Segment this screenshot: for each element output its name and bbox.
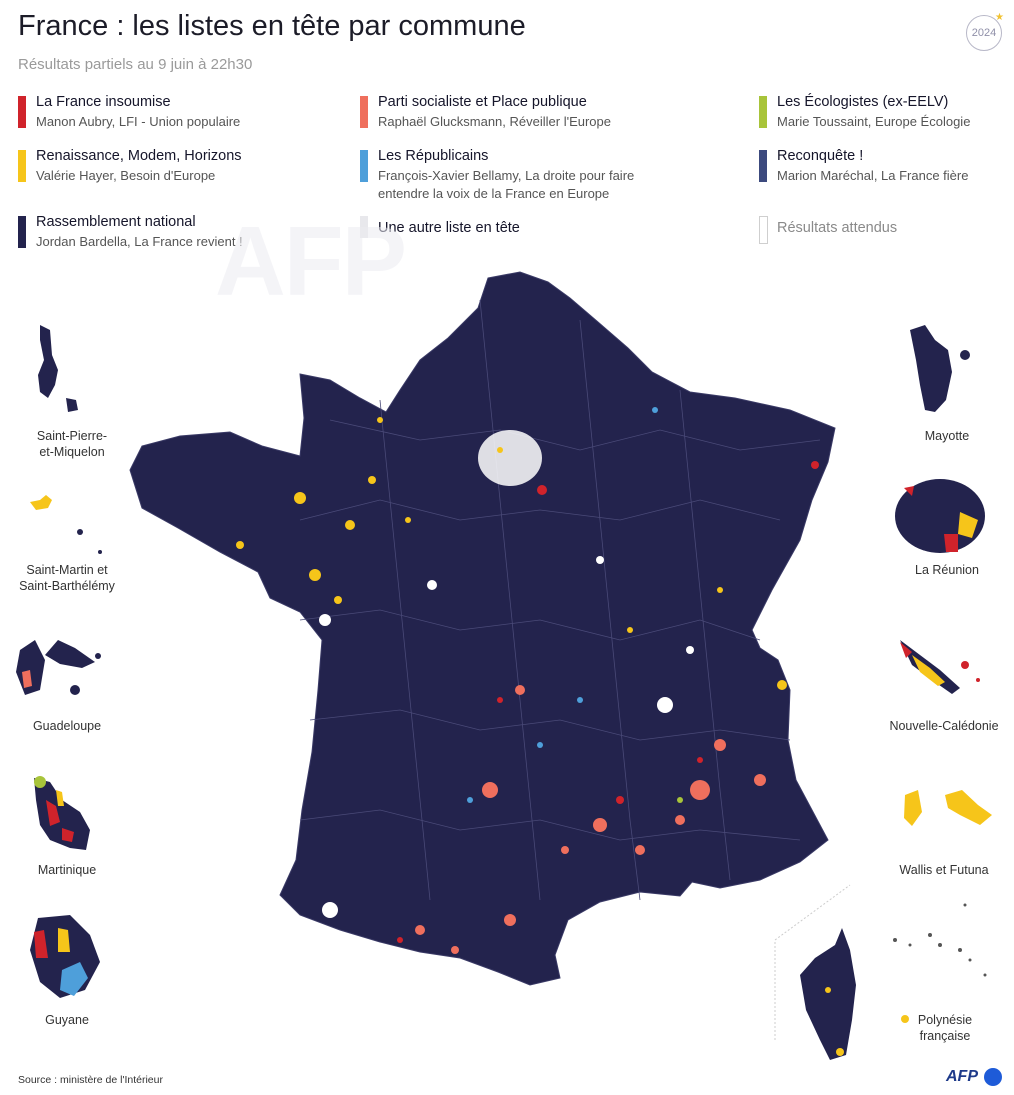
territory-reunion	[895, 479, 985, 553]
legend-name: Les Écologistes (ex-EELV)	[777, 94, 949, 110]
label-guyane: Guyane	[12, 1012, 122, 1028]
afp-logo-dot	[984, 1068, 1002, 1086]
label-guadeloupe-text: Guadeloupe	[32, 719, 102, 733]
legend-swatch	[360, 96, 368, 128]
territory-wallis	[904, 790, 992, 826]
legend-name: Rassemblement national	[36, 214, 196, 230]
territory-spm	[38, 325, 78, 412]
year-badge: 2024	[966, 15, 1002, 51]
label-wallis-text: Wallis et Futuna	[899, 863, 989, 877]
label-guyane-text: Guyane	[45, 1013, 89, 1027]
label-polynesie: Polynésie française	[900, 1012, 990, 1044]
legend-candidate: François-Xavier Bellamy, La droite pour …	[378, 168, 635, 183]
source-note: Source : ministère de l'Intérieur	[18, 1074, 163, 1086]
legend-name: Les Républicains	[378, 148, 489, 164]
territory-polynesie	[893, 903, 987, 1023]
territory-guadeloupe	[16, 640, 101, 695]
legend-swatch	[18, 216, 26, 248]
legend-candidate: Jordan Bardella, La France revient !	[36, 234, 243, 249]
territory-martinique	[34, 776, 90, 850]
legend-swatch	[18, 96, 26, 128]
territory-ncal	[900, 640, 980, 694]
map-title: France : les listes en tête par commune	[18, 10, 526, 42]
legend-candidate: Marie Toussaint, Europe Écologie	[777, 114, 971, 129]
territory-guyane	[30, 915, 100, 998]
label-spm: Saint-Pierre- et-Miquelon	[22, 428, 122, 460]
label-spm-text: Saint-Pierre- et-Miquelon	[36, 429, 108, 459]
department-borders	[299, 299, 821, 901]
legend-swatch	[18, 150, 26, 182]
afp-logo: AFP	[946, 1068, 978, 1085]
label-smsb: Saint-Martin et Saint-Barthélémy	[12, 562, 122, 594]
legend-candidate: Marion Maréchal, La France fière	[777, 168, 969, 183]
label-ncal: Nouvelle-Calédonie	[882, 718, 1006, 734]
afp-watermark: AFP	[215, 206, 407, 316]
legend-swatch	[360, 150, 368, 182]
corsica	[800, 928, 856, 1060]
legend-candidate: Raphaël Glucksmann, Réveiller l'Europe	[378, 114, 611, 129]
label-wallis: Wallis et Futuna	[886, 862, 1002, 878]
label-reunion-text: La Réunion	[915, 563, 979, 577]
label-mayotte-text: Mayotte	[924, 429, 970, 443]
label-martinique: Martinique	[12, 862, 122, 878]
legend-swatch	[759, 216, 768, 244]
legend-name: La France insoumise	[36, 94, 171, 110]
commune-results	[236, 407, 819, 954]
legend-name: Parti socialiste et Place publique	[378, 94, 587, 110]
label-ncal-text: Nouvelle-Calédonie	[889, 719, 999, 733]
label-guadeloupe: Guadeloupe	[12, 718, 122, 734]
legend-candidate: Manon Aubry, LFI - Union populaire	[36, 114, 241, 129]
label-mayotte: Mayotte	[892, 428, 1002, 444]
legend-swatch	[759, 96, 767, 128]
star-icon: ★	[995, 12, 1004, 23]
territory-smsb	[30, 495, 102, 554]
legend-name: Reconquête !	[777, 148, 864, 164]
legend-name: Renaissance, Modem, Horizons	[36, 148, 242, 164]
legend-swatch	[360, 216, 368, 238]
label-martinique-text: Martinique	[37, 863, 97, 877]
legend-name: Une autre liste en tête	[378, 220, 520, 236]
label-smsb-text: Saint-Martin et Saint-Barthélémy	[19, 563, 115, 593]
label-reunion: La Réunion	[892, 562, 1002, 578]
map-subtitle: Résultats partiels au 9 juin à 22h30	[18, 56, 253, 73]
legend-candidate-line2: entendre la voix de la France en Europe	[378, 186, 610, 201]
mainland-france	[129, 271, 836, 986]
paris-pending-area	[478, 430, 542, 486]
legend-name: Résultats attendus	[777, 220, 898, 236]
territory-mayotte	[910, 325, 970, 412]
label-polynesie-text: Polynésie française	[917, 1013, 973, 1043]
legend-swatch	[759, 150, 767, 182]
legend-candidate: Valérie Hayer, Besoin d'Europe	[36, 168, 216, 183]
